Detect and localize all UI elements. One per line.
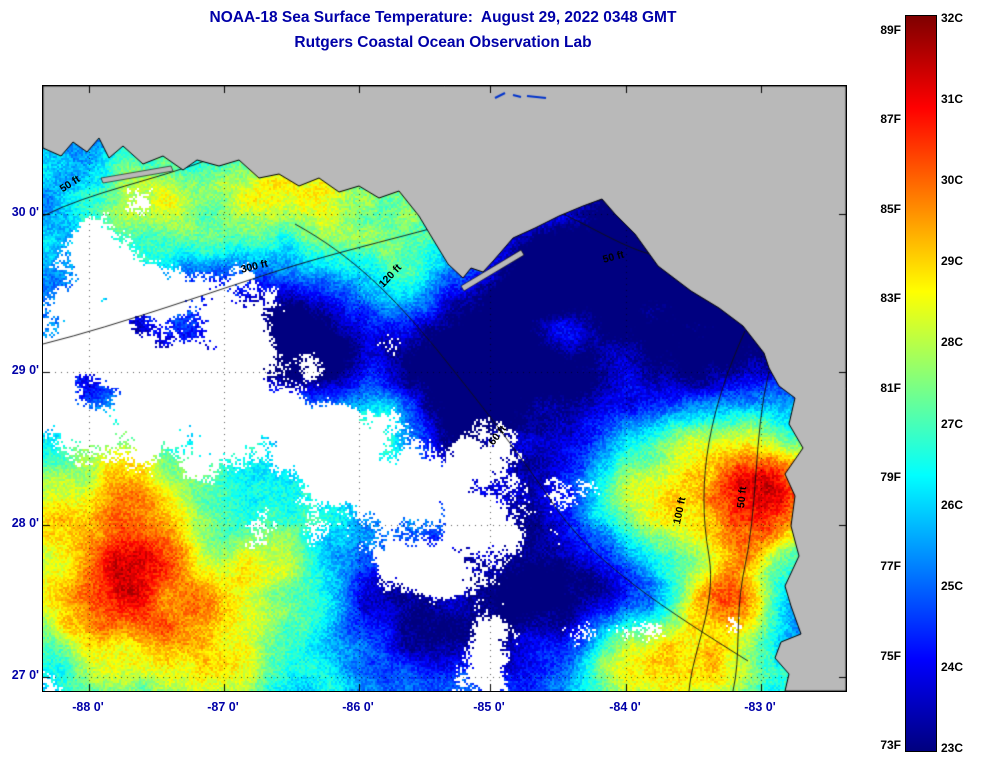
lat-tick-label: 27 0' xyxy=(11,668,39,682)
colorbar-c-label: 24C xyxy=(941,659,964,674)
colorbar-gradient xyxy=(905,15,937,752)
colorbar-c-label: 26C xyxy=(941,497,964,512)
colorbar-f-label: 73F xyxy=(880,738,901,753)
colorbar-f-label: 79F xyxy=(880,470,901,484)
lon-tick-label: -85 0' xyxy=(473,700,505,714)
colorbar-f-label: 83F xyxy=(880,291,901,306)
page-subtitle: Rutgers Coastal Ocean Observation Lab xyxy=(294,34,592,51)
sst-map: 50 ft 300 ft 120 ft 50 ft 60 ft 100 ft 50 ft xyxy=(42,85,847,692)
colorbar-c-label: 32C xyxy=(941,11,964,25)
depth-contour-label: 50 ft xyxy=(735,485,750,509)
lat-tick-label: 30 0' xyxy=(11,205,39,219)
lat-tick-label: 29 0' xyxy=(11,363,39,377)
colorbar-f-label: 85F xyxy=(880,201,901,216)
colorbar-c-label: 29C xyxy=(941,254,964,269)
page-title: NOAA-18 Sea Surface Temperature: August … xyxy=(209,9,677,26)
colorbar-c-label: 27C xyxy=(941,416,964,431)
colorbar-c-label: 31C xyxy=(941,92,964,107)
colorbar-c-label: 28C xyxy=(941,335,964,350)
lat-tick-label: 28 0' xyxy=(11,516,39,530)
lon-tick-label: -83 0' xyxy=(744,700,776,714)
colorbar-f-label: 77F xyxy=(880,559,901,574)
colorbar-c-label: 30C xyxy=(941,173,964,188)
colorbar-c-label: 25C xyxy=(941,578,964,593)
colorbar-f-label: 87F xyxy=(880,112,901,127)
colorbar-c-label: 23C xyxy=(941,740,964,755)
colorbar-f-label: 75F xyxy=(880,648,901,663)
colorbar-f-label: 81F xyxy=(880,380,901,395)
lon-tick-label: -86 0' xyxy=(342,700,374,714)
lon-tick-label: -84 0' xyxy=(609,700,641,714)
lon-tick-label: -87 0' xyxy=(207,700,239,714)
lon-tick-label: -88 0' xyxy=(72,700,104,714)
sst-map-canvas xyxy=(43,86,846,691)
colorbar-f-label: 89F xyxy=(880,23,901,37)
